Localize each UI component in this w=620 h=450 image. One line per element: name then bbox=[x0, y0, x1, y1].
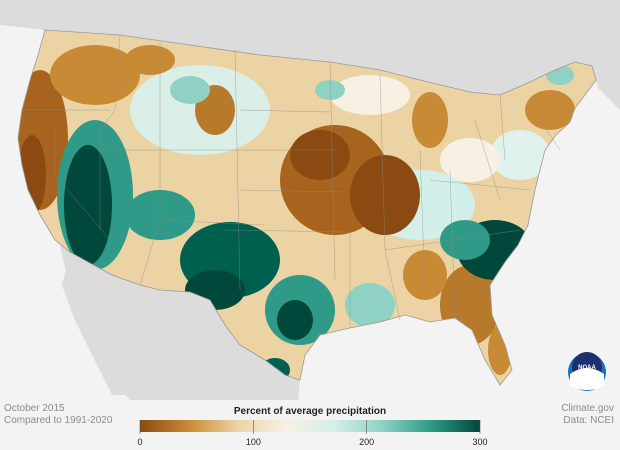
noaa-logo-text: NOAA bbox=[578, 365, 596, 371]
state-boundaries bbox=[22, 34, 561, 328]
credit-source: Data: NCEI bbox=[563, 415, 614, 426]
date-label: October 2015 bbox=[4, 403, 65, 414]
canada-landmass bbox=[0, 0, 620, 110]
credit-site: Climate.gov bbox=[561, 403, 614, 414]
map-meta-right: Climate.gov Data: NCEI bbox=[561, 403, 614, 427]
noaa-logo: NOAA bbox=[568, 352, 606, 391]
legend-tick-label: 0 bbox=[137, 437, 142, 447]
mexico-landmass bbox=[60, 245, 300, 400]
legend-gradient-bar bbox=[140, 420, 480, 432]
legend-tick-label: 300 bbox=[472, 437, 487, 447]
baja-peninsula bbox=[62, 262, 128, 395]
legend-colorbar: 0 100 200 300 bbox=[137, 420, 488, 447]
legend-tick-label: 200 bbox=[359, 437, 374, 447]
legend-title: Percent of average precipitation bbox=[233, 406, 387, 417]
precipitation-field bbox=[18, 30, 596, 385]
legend-tick-label: 100 bbox=[246, 437, 261, 447]
precipitation-map: NOAA bbox=[0, 0, 620, 400]
us-outline bbox=[17, 29, 597, 386]
map-meta-left: October 2015 Compared to 1991-2020 bbox=[4, 403, 112, 427]
comparison-label: Compared to 1991-2020 bbox=[4, 415, 113, 426]
